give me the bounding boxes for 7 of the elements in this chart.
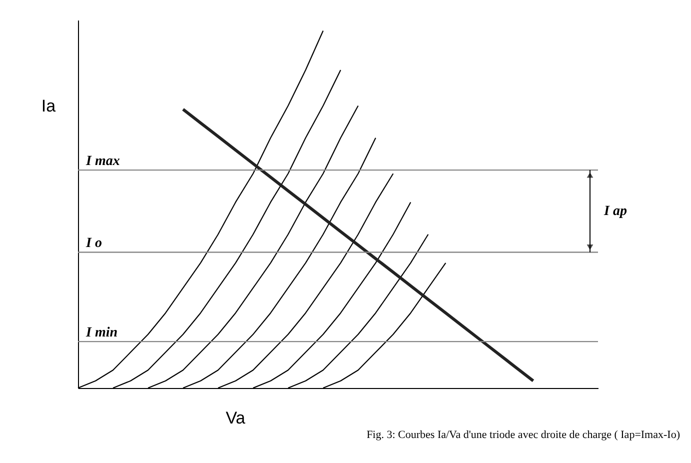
ref-line-label: I min xyxy=(85,326,118,341)
ref-line-label: I o xyxy=(85,236,102,252)
caption: Fig. 3: Courbes Ia/Va d'une triode avec droite de charge ( Iap=Imax-Io) xyxy=(366,429,680,441)
ref-line-label: I max xyxy=(85,154,120,170)
x-axis-title: Va xyxy=(226,408,246,428)
y-axis-title: Ia xyxy=(41,96,56,116)
text: I ap xyxy=(603,204,627,220)
